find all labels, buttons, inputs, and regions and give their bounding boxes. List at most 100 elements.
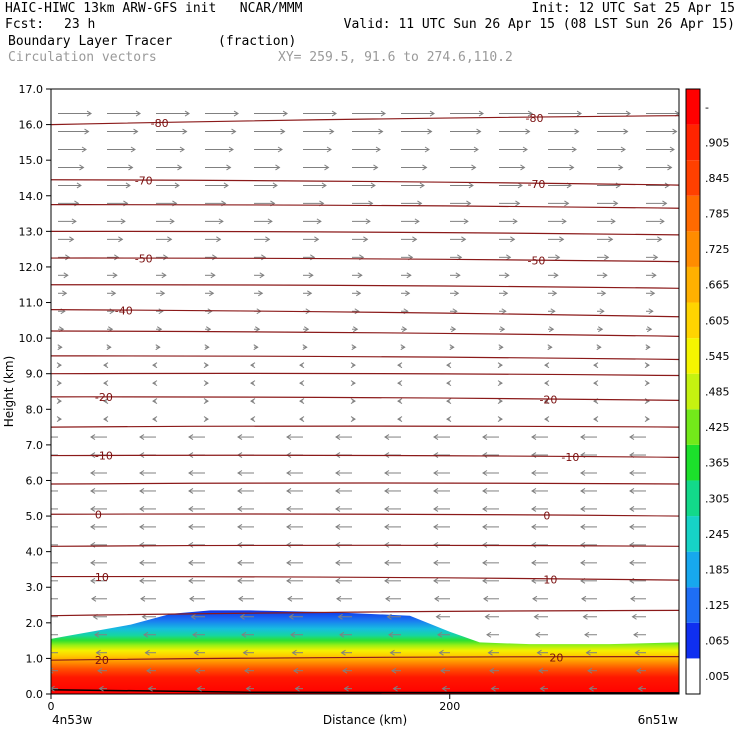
circulation-vector-head (286, 434, 292, 440)
contour-label: -70 (135, 174, 153, 187)
colorbar-swatch (686, 338, 700, 374)
y-axis-title: Height (km) (2, 356, 16, 427)
circulation-vector-head (350, 416, 356, 423)
circulation-vector-head (525, 128, 531, 135)
colorbar-label: .305 (705, 492, 730, 505)
circulation-vector-head (141, 613, 147, 620)
contour-label: -40 (115, 304, 133, 317)
circulation-vector-head (118, 236, 124, 243)
circulation-vector-head (650, 290, 656, 297)
circulation-vector-head (512, 218, 518, 225)
circulation-vector-head (335, 577, 341, 584)
circulation-vector-head (631, 613, 637, 620)
circulation-vector-head (597, 326, 604, 333)
circulation-vector-head (618, 164, 624, 171)
circulation-vector-head (205, 326, 212, 333)
circulation-vector-head (152, 398, 158, 405)
circulation-vector-head (375, 146, 381, 153)
circulation-vector-head (90, 434, 96, 440)
colorbar-frame (685, 88, 701, 695)
circulation-vector-head (561, 218, 567, 225)
circulation-vector-head (613, 200, 619, 207)
circulation-vector-head (42, 453, 46, 458)
circulation-vector-head (216, 236, 222, 243)
colorbar-swatch (686, 231, 700, 267)
circulation-vector-head (253, 344, 259, 351)
circulation-vector-head (237, 488, 243, 494)
circulation-vector-head (441, 685, 447, 692)
colorbar-label: .125 (705, 599, 730, 612)
circulation-vector-head (433, 452, 439, 458)
circulation-vector-head (188, 488, 194, 494)
circulation-vector-head (608, 236, 614, 243)
circulation-vector-head (623, 128, 629, 135)
circulation-vector-head (203, 380, 209, 387)
circulation-vector-head (482, 559, 488, 566)
circulation-vector-head (587, 667, 593, 674)
circulation-vector-head (433, 577, 439, 584)
colorbar-swatch (686, 266, 700, 303)
circulation-vector-head (555, 254, 561, 261)
circulation-vector-head (179, 146, 185, 153)
circulation-vector-head (384, 434, 390, 440)
circulation-vector-head (522, 146, 528, 153)
circulation-vector-head (228, 146, 234, 153)
circulation-vector-head (629, 506, 635, 512)
circulation-vector-head (90, 470, 96, 476)
circulation-vector-head (63, 272, 69, 279)
circulation-vector-head (667, 164, 673, 171)
circulation-vector-head (576, 110, 582, 117)
circulation-vector-head (504, 272, 510, 279)
circulation-vector-head (373, 164, 379, 171)
circulation-vector-head (282, 110, 288, 117)
circulation-vector-head (644, 362, 650, 369)
circulation-vector-head (580, 541, 586, 548)
circulation-vector-head (580, 470, 586, 476)
contour-label: -50 (527, 255, 545, 268)
contour-line (51, 396, 679, 401)
circulation-vector-head (499, 326, 506, 333)
contour-line (51, 575, 679, 581)
circulation-vector-head (42, 488, 46, 493)
circulation-vector-head (520, 164, 526, 171)
circulation-vector-head (56, 380, 62, 387)
circulation-vector-head (245, 685, 251, 692)
circulation-vector-head (515, 200, 521, 207)
circulation-vector-head (299, 380, 305, 387)
circulation-vector-head (437, 631, 443, 638)
circulation-vector-head (144, 649, 150, 656)
contour-label: -10 (95, 450, 113, 463)
circulation-vector-head (434, 595, 440, 602)
contour-line (51, 513, 679, 517)
y-tick-label: 17.0 (19, 83, 44, 96)
circulation-vector-head (446, 416, 452, 423)
y-tick-label: 14.0 (19, 190, 44, 203)
colorbar-swatch (686, 373, 700, 410)
circulation-vector-head (275, 164, 281, 171)
circulation-vector-head (397, 398, 403, 405)
circulation-vector-head (466, 200, 472, 207)
circulation-vector-head (585, 649, 591, 656)
circulation-vector-head (531, 434, 537, 440)
circulation-vector-head (386, 613, 392, 620)
colorbar-label: .005 (705, 670, 730, 683)
contour-label: -10 (561, 451, 579, 464)
circulation-vector-head (302, 344, 308, 351)
circulation-vector-head (103, 380, 109, 387)
circulation-vector-head (237, 577, 243, 584)
circulation-vector-head (352, 326, 359, 333)
circulation-vector-head (254, 326, 261, 333)
circulation-vector-head (389, 649, 395, 656)
circulation-vector-head (98, 685, 104, 692)
circulation-vector-head (223, 182, 229, 189)
circulation-vector-head (384, 577, 390, 584)
contour-line (51, 115, 679, 126)
circulation-vector-head (339, 631, 345, 638)
circulation-vector-head (250, 398, 256, 405)
circulation-vector-head (478, 110, 484, 117)
circulation-vector-head (303, 326, 310, 333)
circulation-vector-head (128, 164, 134, 171)
colorbar-swatch (686, 480, 700, 517)
circulation-vector-head (531, 541, 537, 548)
circulation-vector-head (237, 523, 243, 530)
